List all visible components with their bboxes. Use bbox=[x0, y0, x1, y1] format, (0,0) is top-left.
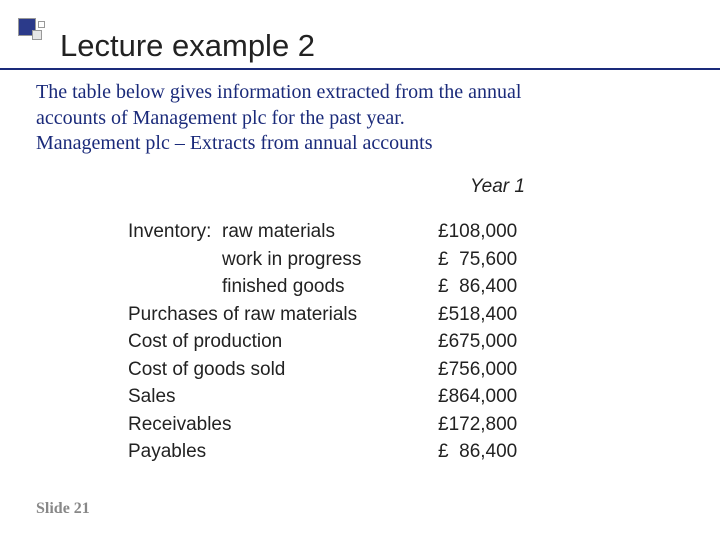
table-row: Cost of goods sold£756,000 bbox=[128, 356, 558, 384]
row-label: Receivables bbox=[128, 411, 438, 439]
row-value: £864,000 bbox=[438, 383, 558, 411]
intro-text: The table below gives information extrac… bbox=[36, 80, 684, 157]
table-row: Inventory: raw materials£108,000 bbox=[128, 218, 558, 246]
row-value: £ 86,400 bbox=[438, 273, 558, 301]
row-label: Sales bbox=[128, 383, 438, 411]
table-row: Cost of production£675,000 bbox=[128, 328, 558, 356]
row-label: Payables bbox=[128, 438, 438, 466]
slide-number: Slide 21 bbox=[36, 500, 90, 518]
row-value: £675,000 bbox=[438, 328, 558, 356]
extracts-table: Inventory: raw materials£108,000work in … bbox=[128, 218, 558, 466]
table-row: Payables£ 86,400 bbox=[128, 438, 558, 466]
row-value: £756,000 bbox=[438, 356, 558, 384]
table-row: work in progress£ 75,600 bbox=[128, 246, 558, 274]
row-value: £172,800 bbox=[438, 411, 558, 439]
intro-line: accounts of Management plc for the past … bbox=[36, 106, 684, 132]
intro-line: The table below gives information extrac… bbox=[36, 80, 684, 106]
year-header: Year 1 bbox=[470, 176, 525, 198]
table-row: Sales£864,000 bbox=[128, 383, 558, 411]
row-value: £108,000 bbox=[438, 218, 558, 246]
row-value: £ 86,400 bbox=[438, 438, 558, 466]
row-value: £518,400 bbox=[438, 301, 558, 329]
title-underline bbox=[0, 68, 720, 70]
table-row: Receivables£172,800 bbox=[128, 411, 558, 439]
row-label: finished goods bbox=[128, 273, 438, 301]
intro-line: Management plc – Extracts from annual ac… bbox=[36, 131, 684, 157]
row-label: work in progress bbox=[128, 246, 438, 274]
row-label: Inventory: raw materials bbox=[128, 218, 438, 246]
table-row: finished goods£ 86,400 bbox=[128, 273, 558, 301]
deco-square bbox=[38, 21, 45, 28]
row-value: £ 75,600 bbox=[438, 246, 558, 274]
table-row: Purchases of raw materials£518,400 bbox=[128, 301, 558, 329]
slide-title: Lecture example 2 bbox=[60, 28, 315, 64]
row-label: Cost of goods sold bbox=[128, 356, 438, 384]
deco-square bbox=[32, 30, 42, 40]
row-label: Purchases of raw materials bbox=[128, 301, 438, 329]
row-label: Cost of production bbox=[128, 328, 438, 356]
